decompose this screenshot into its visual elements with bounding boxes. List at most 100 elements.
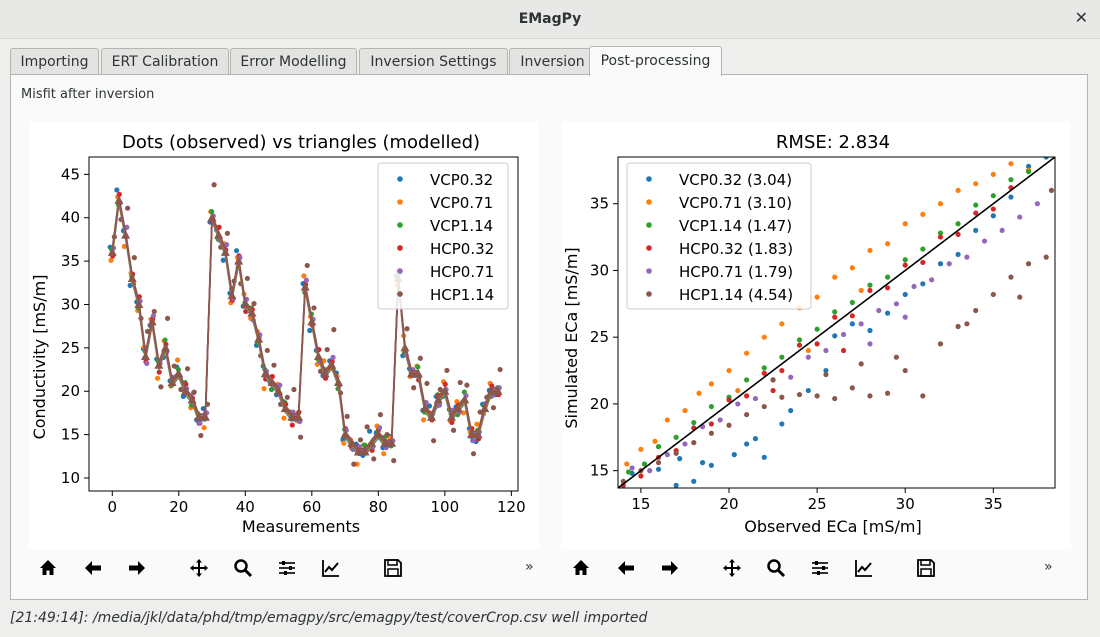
- observed-point: [184, 366, 191, 372]
- scatter-point: [832, 309, 838, 315]
- forward-arrow-icon[interactable]: [657, 555, 683, 581]
- scatter-point: [625, 469, 632, 475]
- modelled-triangle: [214, 230, 224, 239]
- scatter-point: [832, 395, 838, 402]
- scatter-point: [691, 478, 697, 484]
- modelled-triangle: [147, 316, 157, 326]
- legend-marker: [646, 268, 652, 274]
- axes-edit-icon[interactable]: [318, 555, 344, 581]
- modelled-triangle: [240, 299, 250, 308]
- tab-error-modelling[interactable]: Error Modelling: [230, 48, 357, 74]
- scatter-point: [849, 299, 855, 306]
- scatter-point: [696, 390, 702, 396]
- scatter-point: [885, 274, 891, 280]
- legend-label: HCP0.71: [430, 263, 494, 281]
- scatter-point: [664, 452, 670, 458]
- observed-point: [121, 243, 127, 249]
- scatter-point: [629, 465, 635, 471]
- scatter-point: [902, 291, 908, 298]
- modelled-triangle: [274, 386, 284, 395]
- tab-importing[interactable]: Importing: [10, 48, 99, 74]
- scatter-point: [840, 331, 847, 338]
- scatter-point: [796, 342, 803, 348]
- scatter-point: [638, 473, 644, 479]
- scatter-point: [708, 430, 714, 436]
- scatter-point: [849, 321, 855, 327]
- scatter-point: [731, 452, 737, 458]
- pan-icon[interactable]: [186, 555, 212, 581]
- save-icon[interactable]: [380, 555, 406, 581]
- scatter-point: [796, 337, 803, 343]
- subplots-icon[interactable]: [807, 555, 833, 581]
- modelled-triangle: [207, 212, 217, 222]
- modelled-triangle: [254, 334, 264, 343]
- scatter-point: [744, 377, 750, 383]
- y-tick-label: 20: [590, 395, 609, 413]
- scatter-point: [920, 246, 926, 252]
- observed-point: [457, 379, 463, 386]
- scatter-point: [920, 259, 926, 266]
- modelled-triangle: [260, 368, 270, 378]
- right-plot-toolbar: »: [568, 555, 1068, 585]
- observed-point: [497, 366, 503, 373]
- zoom-icon[interactable]: [230, 555, 256, 581]
- observed-point: [364, 424, 370, 430]
- observed-point: [220, 257, 226, 263]
- observed-point: [261, 386, 267, 392]
- modelled-triangle: [121, 230, 131, 239]
- tab-ert-calibration[interactable]: ERT Calibration: [101, 48, 229, 74]
- observed-point: [351, 461, 357, 467]
- scatter-point: [779, 354, 785, 360]
- scatter-point: [937, 261, 944, 267]
- left-toolbar-overflow-icon[interactable]: »: [525, 559, 534, 575]
- scatter-point: [691, 440, 697, 446]
- subplots-icon[interactable]: [274, 555, 300, 581]
- pan-icon[interactable]: [719, 555, 745, 581]
- scatter-point: [1008, 194, 1014, 200]
- observed-point: [301, 273, 307, 279]
- home-icon[interactable]: [568, 555, 594, 581]
- modelled-triangle: [247, 308, 257, 317]
- scatter-point: [1008, 177, 1014, 183]
- axes-edit-icon[interactable]: [851, 555, 877, 581]
- misfit-measurements-figure[interactable]: Dots (observed) vs triangles (modelled) …: [29, 121, 539, 549]
- scatter-point: [902, 367, 908, 374]
- scatter-point: [885, 390, 891, 396]
- modelled-triangle: [486, 386, 496, 395]
- modelled-triangle: [234, 256, 244, 265]
- observed-point: [154, 375, 161, 381]
- scatter-point: [677, 456, 683, 462]
- scatter-point: [805, 354, 811, 360]
- modelled-triangle: [220, 247, 230, 256]
- tab-inversion-settings[interactable]: Inversion Settings: [359, 48, 508, 74]
- measurements-chart[interactable]: Dots (observed) vs triangles (modelled) …: [29, 121, 539, 549]
- tab-inversion[interactable]: Inversion: [509, 48, 596, 74]
- scatter-point: [779, 421, 785, 427]
- tab-post-processing[interactable]: Post-processing: [589, 46, 722, 76]
- close-icon[interactable]: ✕: [1074, 8, 1088, 27]
- rmse-figure[interactable]: RMSE: 2.834 Observed ECa [mS/m] Simulate…: [561, 121, 1071, 549]
- modelled-triangle: [267, 377, 277, 387]
- home-icon[interactable]: [35, 555, 61, 581]
- scatter-point: [1043, 254, 1049, 260]
- legend-box: [377, 162, 509, 310]
- rmse-chart[interactable]: RMSE: 2.834 Observed ECa [mS/m] Simulate…: [561, 121, 1071, 549]
- back-arrow-icon[interactable]: [613, 555, 639, 581]
- observed-point: [371, 456, 377, 462]
- scatter-point: [893, 301, 900, 307]
- zoom-icon[interactable]: [763, 555, 789, 581]
- observed-point: [244, 275, 250, 282]
- back-arrow-icon[interactable]: [80, 555, 106, 581]
- observed-point: [421, 417, 427, 423]
- observed-point: [470, 451, 477, 457]
- status-bar: [21:49:14]: /media/jkl/data/phd/tmp/emag…: [10, 610, 648, 626]
- scatter-point: [973, 202, 979, 208]
- right-toolbar-overflow-icon[interactable]: »: [1044, 559, 1053, 575]
- modelled-triangle: [347, 438, 357, 447]
- observed-point: [464, 382, 470, 388]
- observed-point: [209, 209, 215, 215]
- forward-arrow-icon[interactable]: [124, 555, 150, 581]
- save-icon[interactable]: [913, 555, 939, 581]
- modelled-triangle: [200, 412, 210, 421]
- legend-label: HCP0.71 (1.79): [679, 263, 793, 281]
